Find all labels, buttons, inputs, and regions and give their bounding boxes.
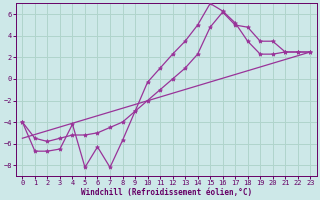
- X-axis label: Windchill (Refroidissement éolien,°C): Windchill (Refroidissement éolien,°C): [81, 188, 252, 197]
